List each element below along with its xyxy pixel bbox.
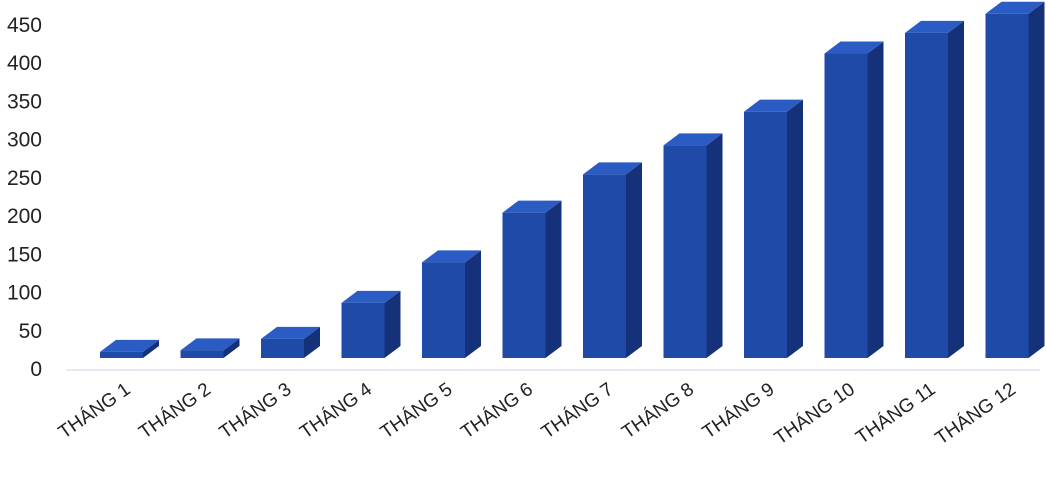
bar-top-face: [180, 338, 240, 351]
bar-front-face: [341, 302, 385, 358]
bar-front-face: [502, 212, 546, 358]
bar-top-face: [985, 1, 1045, 14]
bar-side-face: [545, 200, 562, 358]
x-tick-label: THÁNG 10: [771, 379, 859, 450]
bar-front-face: [422, 262, 465, 358]
bar-side-face: [626, 162, 642, 358]
bar-front-face: [824, 53, 868, 358]
y-tick-label: 450: [7, 14, 42, 37]
bar: [744, 99, 803, 359]
x-tick-label: THÁNG 12: [932, 379, 1020, 450]
x-tick-label: THÁNG 9: [699, 379, 779, 443]
bar-front-face: [100, 351, 143, 358]
bar-side-face: [143, 339, 159, 358]
bar: [180, 338, 240, 358]
bar-top-face: [744, 99, 803, 112]
y-tick-label: 200: [7, 205, 42, 228]
bar-side-face: [223, 338, 240, 358]
bar-front-face: [583, 174, 626, 358]
bar-side-face: [304, 326, 320, 358]
x-tick-label: THÁNG 8: [618, 379, 698, 443]
x-tick-label: THÁNG 7: [538, 379, 618, 443]
bars: [100, 1, 1045, 359]
bar-top-face: [261, 326, 320, 339]
bar-front-face: [261, 338, 304, 358]
bar: [583, 162, 642, 358]
x-tick-label: THÁNG 3: [216, 379, 296, 443]
bar-side-face: [948, 20, 964, 358]
bar-front-face: [180, 350, 224, 358]
bar-side-face: [867, 41, 884, 358]
y-axis: 0 50 100 150 200 250 300 350 400 450: [7, 14, 42, 381]
y-tick-label: 50: [19, 320, 42, 343]
bar-front-face: [663, 145, 707, 358]
bar-top-face: [502, 200, 562, 213]
bar-front-face: [744, 111, 787, 358]
bar-top-face: [824, 41, 884, 54]
bar-side-face: [1028, 1, 1045, 358]
bar-front-face: [905, 32, 948, 358]
bar-front-face: [985, 13, 1029, 358]
y-tick-label: 350: [7, 90, 42, 113]
bar-top-face: [663, 133, 723, 146]
bar-top-face: [422, 250, 481, 263]
bar-side-face: [384, 290, 401, 358]
bar: [905, 20, 964, 358]
bar: [985, 1, 1045, 358]
x-tick-label: THÁNG 2: [135, 379, 215, 443]
bar-top-face: [905, 20, 964, 33]
y-tick-label: 400: [7, 52, 42, 75]
y-tick-label: 300: [7, 129, 42, 152]
x-tick-label: THÁNG 5: [377, 379, 457, 443]
y-tick-label: 150: [7, 243, 42, 266]
x-tick-label: THÁNG 11: [852, 379, 939, 449]
bar: [824, 41, 884, 358]
bar: [422, 250, 481, 358]
bar-top-face: [583, 162, 642, 175]
bar: [261, 326, 320, 358]
bar: [502, 200, 562, 358]
y-tick-label: 250: [7, 167, 42, 190]
x-tick-label: THÁNG 1: [55, 379, 135, 443]
bar-side-face: [706, 133, 723, 358]
bar: [100, 339, 159, 358]
x-tick-label: THÁNG 4: [296, 379, 376, 444]
bar-side-face: [787, 99, 803, 359]
bar: [663, 133, 723, 358]
x-axis: THÁNG 1 THÁNG 2 THÁNG 3 THÁNG 4 THÁNG 5 THÁNG…: [55, 369, 1040, 450]
bar-top-face: [100, 339, 159, 352]
y-tick-label: 100: [7, 282, 42, 305]
y-tick-label: 0: [30, 358, 42, 381]
bar: [341, 290, 401, 358]
bar-top-face: [341, 290, 401, 303]
bar-side-face: [465, 250, 481, 358]
x-tick-label: THÁNG 6: [457, 379, 537, 443]
